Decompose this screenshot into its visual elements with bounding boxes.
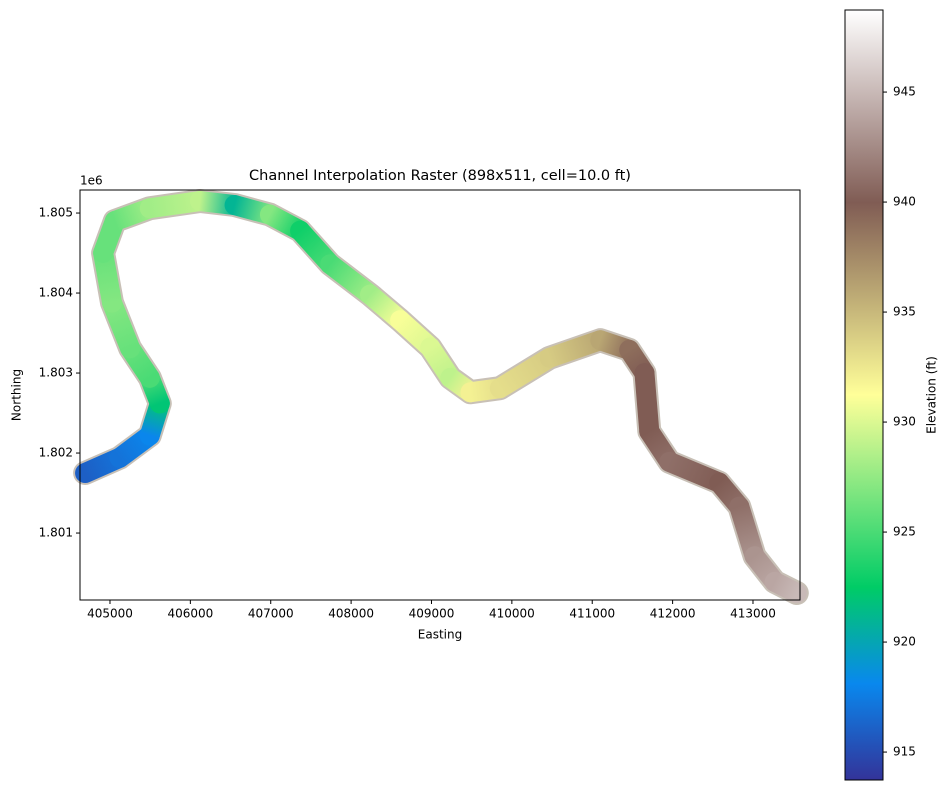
colorbar-tick-label: 935	[893, 305, 916, 319]
colorbar-tick-label: 930	[893, 415, 916, 429]
colorbar	[844, 9, 884, 781]
colorbar-label: Elevation (ft)	[925, 356, 939, 434]
x-tick-label: 409000	[409, 607, 455, 621]
y-tick-label: 1.803	[39, 366, 73, 380]
channel-segment	[764, 571, 807, 604]
plot-area	[73, 189, 809, 605]
y-tick-label: 1.802	[39, 446, 73, 460]
y-tick-label: 1.804	[39, 286, 73, 300]
x-axis-label: Easting	[418, 628, 462, 642]
x-tick-label: 412000	[650, 607, 696, 621]
y-axis-label: Northing	[10, 369, 24, 421]
y-tick-label: 1.805	[39, 206, 73, 220]
x-tick-label: 410000	[489, 607, 535, 621]
x-tick-label: 408000	[328, 607, 374, 621]
colorbar-tick-label: 940	[893, 195, 916, 209]
y-tick-label: 1.801	[39, 526, 73, 540]
axes-frame	[79, 189, 801, 601]
colorbar-tick-label: 945	[893, 85, 916, 99]
channel-outline	[73, 189, 809, 605]
x-tick-label: 407000	[248, 607, 294, 621]
x-tick-label: 411000	[569, 607, 615, 621]
x-tick-label: 413000	[730, 607, 776, 621]
colorbar-tick-label: 925	[893, 525, 916, 539]
x-tick-label: 406000	[167, 607, 213, 621]
colorbar-tick-label: 920	[893, 635, 916, 649]
colorbar-tick-label: 915	[893, 745, 916, 759]
y-offset-label: 1e6	[80, 174, 103, 188]
x-tick-label: 405000	[87, 607, 133, 621]
chart-title: Channel Interpolation Raster (898x511, c…	[249, 168, 631, 184]
